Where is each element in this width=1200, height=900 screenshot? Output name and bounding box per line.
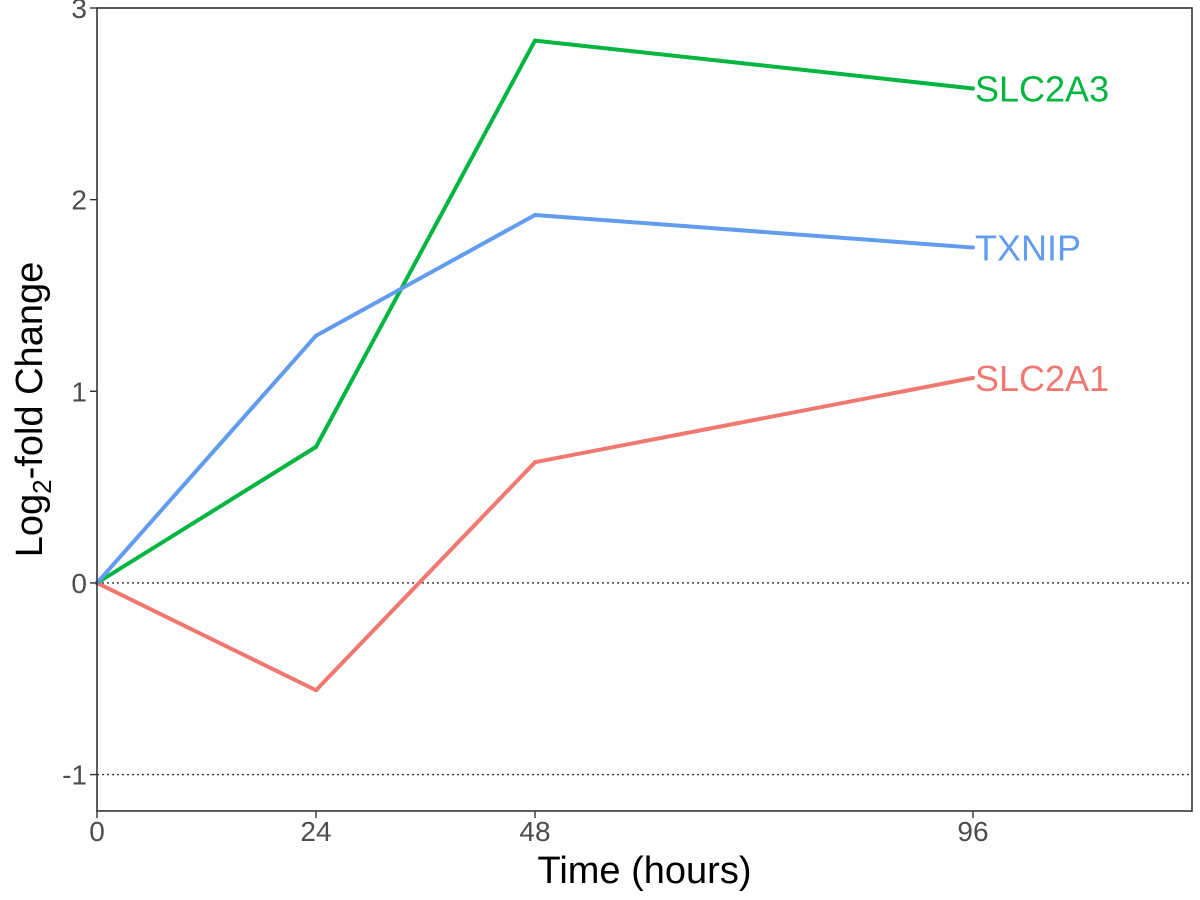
series-layer	[95, 38, 975, 693]
x-axis-title: Time (hours)	[538, 850, 752, 892]
data-point-slc2a1	[971, 375, 975, 380]
y-axis-title-main: Log	[9, 494, 51, 557]
series-labels: SLC2A1 SLC2A3 TXNIP	[975, 68, 1109, 398]
x-tick-label: 96	[957, 816, 988, 847]
plot-panel-border	[96, 7, 1193, 812]
x-axis: 0 24 48 96	[89, 811, 989, 847]
data-point-slc2a1	[533, 460, 537, 465]
y-tick-label: -1	[62, 760, 87, 791]
series-line-slc2a3	[95, 38, 974, 585]
y-tick-label: 0	[71, 568, 87, 599]
series-line-txnip	[95, 212, 974, 585]
data-point-slc2a3	[971, 86, 975, 91]
y-axis-title: Log2-fold Change	[9, 262, 57, 557]
y-tick-label: 3	[71, 0, 87, 24]
y-axis-title-subscript: 2	[27, 479, 57, 493]
data-point-txnip	[971, 245, 975, 250]
series-label-slc2a1: SLC2A1	[975, 358, 1109, 399]
data-point-txnip	[533, 212, 537, 217]
data-point-txnip	[314, 333, 318, 338]
series-label-txnip: TXNIP	[975, 228, 1081, 269]
x-tick-label: 24	[300, 816, 331, 847]
series-line-slc2a1	[96, 375, 974, 693]
x-tick-label: 0	[89, 816, 105, 847]
data-point-slc2a3	[533, 38, 537, 43]
data-point-slc2a3	[314, 444, 318, 449]
y-tick-label: 1	[71, 376, 87, 407]
data-point-slc2a1	[314, 688, 318, 693]
y-axis-title-rest: -fold Change	[9, 262, 51, 480]
x-tick-label: 48	[519, 816, 550, 847]
series-label-slc2a3: SLC2A3	[975, 68, 1109, 109]
y-axis: -1 0 1 2 3	[62, 0, 97, 791]
y-tick-label: 2	[71, 185, 87, 216]
